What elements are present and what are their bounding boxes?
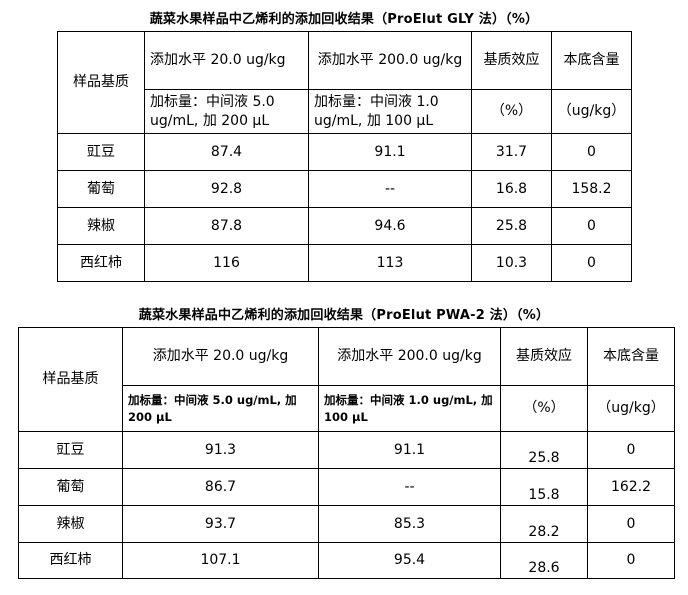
effect-cell: 15.8 [500,468,588,506]
recovery-table-pwa2: 样品基质 添加水平 20.0 ug/kg 添加水平 200.0 ug/kg 基质… [18,327,675,579]
level2-cell: 113 [308,244,472,282]
table-row: 西红柿 107.1 95.4 28.6 0 [18,542,675,579]
background-cell: 158.2 [551,170,632,208]
table2-title: 蔬菜水果样品中乙烯利的添加回收结果（ProElut PWA-2 法）（%） [138,308,550,323]
level2-cell: 94.6 [308,207,472,245]
header-matrix-effect: 基质效应 [471,31,552,90]
matrix-cell: 豇豆 [18,431,123,469]
subheader-level-200: 加标量：中间液 1.0 ug/mL, 加 100 μL [318,385,501,432]
background-cell: 0 [587,505,675,543]
header-background: 本底含量 [587,327,675,386]
matrix-cell: 辣椒 [57,207,145,245]
background-cell: 0 [551,244,632,282]
matrix-cell: 葡萄 [57,170,145,208]
level2-cell: 85.3 [318,505,501,543]
level1-cell: 92.8 [144,170,309,208]
table-row: 豇豆 87.4 91.1 31.7 0 [57,133,632,171]
table-row: 西红柿 116 113 10.3 0 [57,244,632,282]
header-level-20: 添加水平 20.0 ug/kg [144,31,309,90]
level1-cell: 107.1 [122,542,319,579]
background-cell: 0 [587,431,675,469]
effect-cell: 25.8 [471,207,552,245]
level1-cell: 87.8 [144,207,309,245]
level2-cell: -- [318,468,501,506]
level2-cell: 95.4 [318,542,501,579]
background-cell: 0 [551,207,632,245]
header-matrix-effect: 基质效应 [500,327,588,386]
level1-cell: 87.4 [144,133,309,171]
effect-cell: 10.3 [471,244,552,282]
level1-cell: 91.3 [122,431,319,469]
table-row: 豇豆 91.3 91.1 25.8 0 [18,431,675,469]
subheader-effect-unit: （%） [471,89,552,134]
header-level-20: 添加水平 20.0 ug/kg [122,327,319,386]
matrix-cell: 豇豆 [57,133,145,171]
table1-title: 蔬菜水果样品中乙烯利的添加回收结果（ProElut GLY 法）（%） [149,12,539,27]
effect-cell: 28.6 [500,542,588,579]
subheader-background-unit: （ug/kg） [587,385,675,432]
level1-cell: 86.7 [122,468,319,506]
subheader-effect-unit: （%） [500,385,588,432]
matrix-cell: 辣椒 [18,505,123,543]
header-background: 本底含量 [551,31,632,90]
effect-cell: 25.8 [500,431,588,469]
matrix-cell: 西红柿 [18,542,123,579]
header-matrix: 样品基质 [18,327,123,432]
subheader-level-20: 加标量：中间液 5.0 ug/mL, 加 200 μL [144,89,309,134]
effect-cell: 31.7 [471,133,552,171]
level2-cell: 91.1 [318,431,501,469]
header-matrix: 样品基质 [57,31,145,134]
subheader-level-20: 加标量：中间液 5.0 ug/mL, 加 200 μL [122,385,319,432]
background-cell: 162.2 [587,468,675,506]
table-row: 辣椒 87.8 94.6 25.8 0 [57,207,632,245]
table-row: 辣椒 93.7 85.3 28.2 0 [18,505,675,543]
header-level-200: 添加水平 200.0 ug/kg [318,327,501,386]
effect-cell: 16.8 [471,170,552,208]
table-row: 葡萄 86.7 -- 15.8 162.2 [18,468,675,506]
background-cell: 0 [551,133,632,171]
level2-cell: -- [308,170,472,208]
effect-cell: 28.2 [500,505,588,543]
background-cell: 0 [587,542,675,579]
table-row: 葡萄 92.8 -- 16.8 158.2 [57,170,632,208]
matrix-cell: 西红柿 [57,244,145,282]
subheader-level-200: 加标量：中间液 1.0 ug/mL, 加 100 μL [308,89,472,134]
matrix-cell: 葡萄 [18,468,123,506]
header-level-200: 添加水平 200.0 ug/kg [308,31,472,90]
level2-cell: 91.1 [308,133,472,171]
subheader-background-unit: （ug/kg） [551,89,632,134]
recovery-table-gly: 样品基质 添加水平 20.0 ug/kg 添加水平 200.0 ug/kg 基质… [57,31,632,282]
level1-cell: 116 [144,244,309,282]
level1-cell: 93.7 [122,505,319,543]
